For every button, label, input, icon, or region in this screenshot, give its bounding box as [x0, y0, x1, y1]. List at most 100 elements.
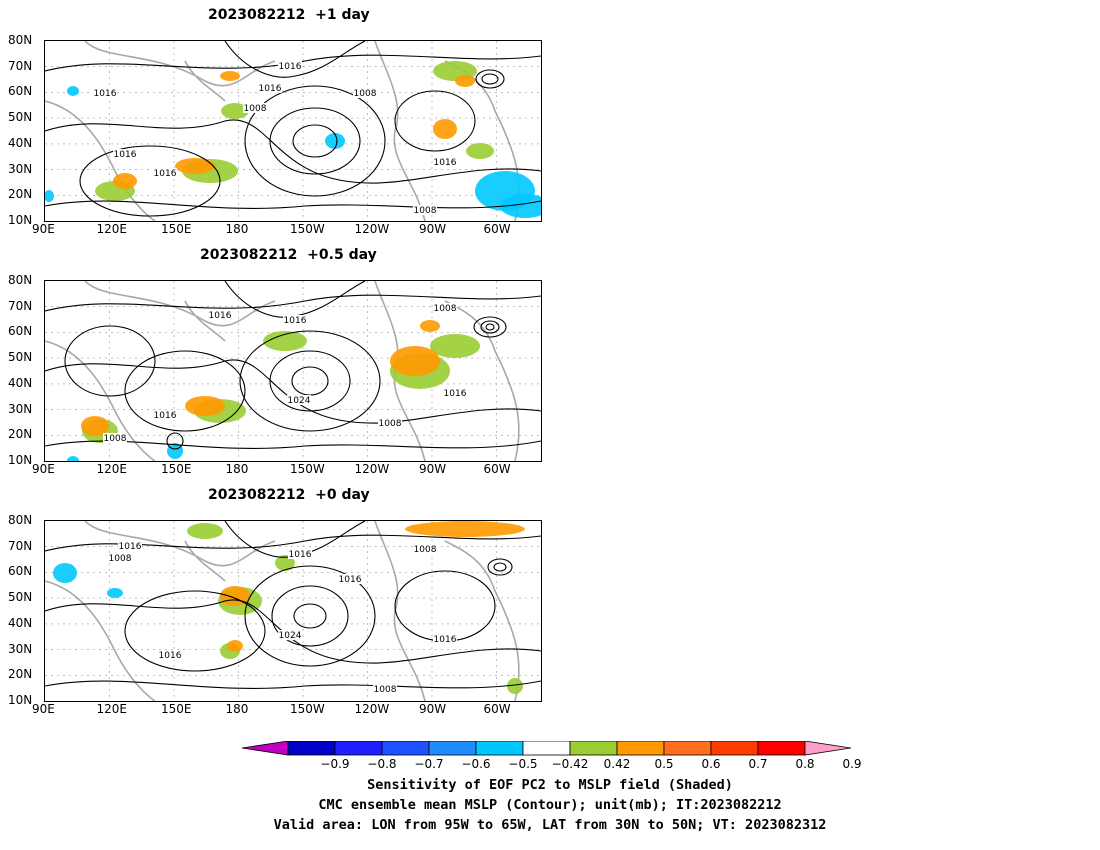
contour-label-bg [433, 634, 457, 644]
contour-label: 1008 [109, 554, 132, 564]
lon-tick-label: 90W [419, 462, 447, 476]
panel-3-title: 2023082212 +0 day [208, 487, 370, 503]
contour-label: 1016 [289, 550, 312, 560]
colorbar-bin [381, 741, 430, 756]
mslp-contours [45, 281, 541, 450]
contour-label-bg [113, 149, 137, 159]
contour-label: 1024 [288, 396, 311, 406]
colorbar-tick-label: −0.8 [367, 757, 397, 771]
lon-tick-label: 150W [290, 702, 325, 716]
contour-label-bg [208, 310, 232, 320]
contour-label: 1008 [104, 434, 127, 444]
colorbar-tick-label: 0.9 [842, 757, 862, 771]
lat-tick-label: 80N [8, 513, 33, 527]
colorbar-bin [522, 741, 571, 756]
colorbar-tick-label: −0.5 [508, 757, 538, 771]
lon-tick-label: 180 [225, 702, 249, 716]
colorbar-bin [710, 741, 759, 756]
contour-label-bg [278, 630, 302, 640]
map-plot: 1016 1008 1016 1016 1008 1024 1016 1016 1008 [45, 521, 541, 701]
lat-tick-label: 70N [8, 298, 33, 313]
contour-label-bg [153, 168, 177, 178]
colorbar-bin [334, 741, 383, 756]
contour-label: 1008 [354, 89, 377, 99]
lon-tick-label: 150E [161, 222, 192, 236]
lon-tick-label: 120E [96, 702, 128, 716]
colorbar-end-left [242, 741, 289, 756]
contour-label: 1016 [434, 158, 457, 168]
contour-label: 1008 [414, 545, 437, 555]
lon-tick-label: 150W [290, 462, 325, 476]
colorbar-tick-label: −0.7 [414, 757, 444, 771]
contour-label: 1016 [159, 651, 182, 661]
contour-label-bg [243, 103, 267, 113]
colorbar-tick-label: −0.42 [551, 757, 589, 771]
contour-label-bg [413, 544, 437, 554]
contour-label: 1016 [154, 411, 177, 421]
contour-label: 1024 [279, 631, 302, 641]
lon-tick-label: 120W [354, 702, 390, 716]
contour-label-bg [378, 418, 402, 428]
lon-tick-label: 180 [225, 462, 249, 476]
lon-tick-label: 120W [354, 462, 390, 476]
contour-label-bg [103, 433, 127, 443]
sensitivity-shading [67, 320, 480, 461]
contour-label-bg [108, 553, 132, 563]
colorbar [242, 741, 852, 756]
caption-line-3: Valid area: LON from 95W to 65W, LAT fro… [273, 817, 827, 833]
lat-tick-label: 30N [8, 161, 33, 176]
coastlines [45, 281, 520, 461]
lat-tick-label: 20N [8, 427, 33, 442]
caption-line-1: Sensitivity of EOF PC2 to MSLP field (Sh… [367, 777, 733, 793]
contour-label: 1008 [434, 304, 457, 314]
lat-tick-label: 50N [8, 590, 33, 605]
panel-3-map: 1016 1008 1016 1016 1008 1024 1016 1016 1008 [44, 520, 542, 702]
contour-label: 1016 [444, 389, 467, 399]
lat-tick-label: 40N [8, 135, 33, 150]
contour-label: 1008 [374, 685, 397, 695]
contour-label-bg [283, 315, 307, 325]
panel-2-title: 2023082212 +0.5 day [200, 247, 377, 263]
colorbar-tick-label: −0.9 [320, 757, 350, 771]
contour-label-bg [433, 303, 457, 313]
colorbar-end-right [804, 741, 852, 756]
lon-tick-label: 120E [96, 222, 128, 236]
map-plot: 1016 1016 1016 1008 1016 1008 1016 1016 1008 [45, 41, 541, 221]
contour-label-bg [93, 88, 117, 98]
contour-labels: 1016 1008 1016 1016 1008 1024 1016 1016 1008 [108, 541, 457, 695]
lon-tick-label: 120W [354, 222, 390, 236]
contour-labels: 1016 1016 1016 1008 1016 1008 1016 1016 1008 [93, 61, 457, 216]
colorbar-bin [663, 741, 712, 756]
sensitivity-shading [45, 61, 541, 218]
colorbar-bin [569, 741, 618, 756]
lon-tick-label: 150W [290, 222, 325, 236]
lon-tick-label: 90W [419, 702, 447, 716]
contour-label-bg [258, 83, 282, 93]
lon-tick-label: 60W [483, 222, 511, 236]
colorbar-bin [287, 741, 336, 756]
lon-tick-label: 150E [161, 462, 192, 476]
contour-label-bg [153, 410, 177, 420]
colorbar-tick-label: 0.7 [748, 757, 768, 771]
lat-tick-label: 80N [8, 273, 33, 287]
contour-label-bg [118, 541, 142, 551]
lat-tick-label: 70N [8, 58, 33, 73]
contour-label: 1016 [114, 150, 137, 160]
coastlines [45, 521, 520, 701]
lon-tick-label: 90E [32, 462, 55, 476]
lat-tick-label: 70N [8, 538, 33, 553]
lat-tick-label: 10N [8, 213, 33, 227]
colorbar-bin [475, 741, 524, 756]
lat-tick-label: 40N [8, 615, 33, 630]
contour-label-bg [158, 650, 182, 660]
contour-label-bg [288, 549, 312, 559]
map-plot: 1016 1016 1008 1016 1024 1016 1008 1008 [45, 281, 541, 461]
lat-tick-label: 30N [8, 401, 33, 416]
contour-label: 1016 [279, 62, 302, 72]
contour-label-bg [278, 61, 302, 71]
contour-label: 1016 [434, 635, 457, 645]
colorbar-bin [616, 741, 665, 756]
contour-labels: 1016 1016 1008 1016 1024 1016 1008 1008 [103, 303, 467, 444]
colorbar-tick-label: 0.5 [654, 757, 674, 771]
panel-1-title: 2023082212 +1 day [208, 7, 370, 23]
